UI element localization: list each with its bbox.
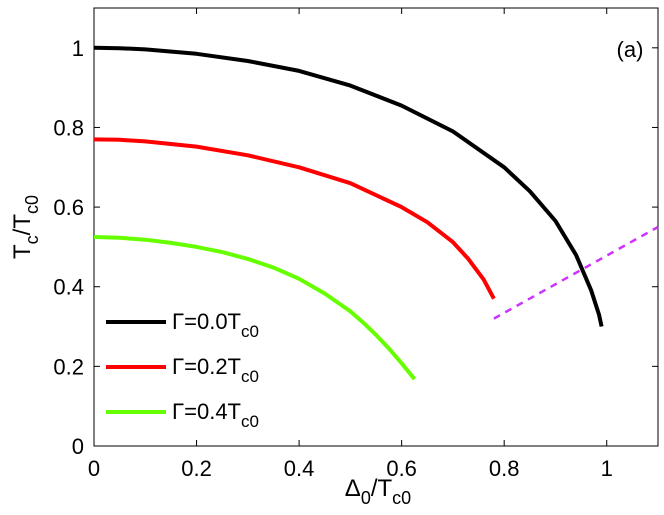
y-tick-label: 0.8	[53, 115, 84, 140]
x-tick-label: 0.2	[181, 456, 212, 481]
x-tick-label: 0.8	[489, 456, 520, 481]
y-tick-label: 0.2	[53, 354, 84, 379]
series-line-2	[93, 45, 604, 327]
y-tick-label: 1	[72, 36, 84, 61]
panel-label: (a)	[617, 37, 644, 62]
y-tick-label: 0.4	[53, 275, 84, 300]
x-tick-label: 1	[601, 456, 613, 481]
legend-label: Γ=0.4Tc0	[172, 399, 259, 431]
y-axis-label: Tc/Tc0	[9, 195, 42, 259]
series-line-dashed	[493, 225, 659, 320]
legend: Γ=0.0Tc0 Γ=0.2Tc0 Γ=0.4Tc0	[106, 309, 259, 431]
series-line-0	[93, 235, 417, 381]
ticks-layer: 0 0.2 0.4 0.6 0.8 1 0 0.2 0.4 0.6 0.8 1	[53, 8, 658, 481]
y-tick-label: 0.6	[53, 195, 84, 220]
x-tick-label: 0.4	[284, 456, 315, 481]
y-tick-label: 0	[72, 434, 84, 459]
legend-label: Γ=0.2Tc0	[172, 354, 259, 386]
legend-label: Γ=0.0Tc0	[172, 309, 259, 341]
series-layer	[93, 45, 659, 381]
axes-frame	[93, 7, 659, 447]
plot-area: 0 0.2 0.4 0.6 0.8 1 0 0.2 0.4 0.6 0.8 1 (a) Γ=0.0Tc…	[53, 7, 659, 481]
x-tick-label: 0	[88, 456, 100, 481]
x-tick-label: 0.6	[386, 456, 417, 481]
series-line-1	[93, 137, 496, 300]
